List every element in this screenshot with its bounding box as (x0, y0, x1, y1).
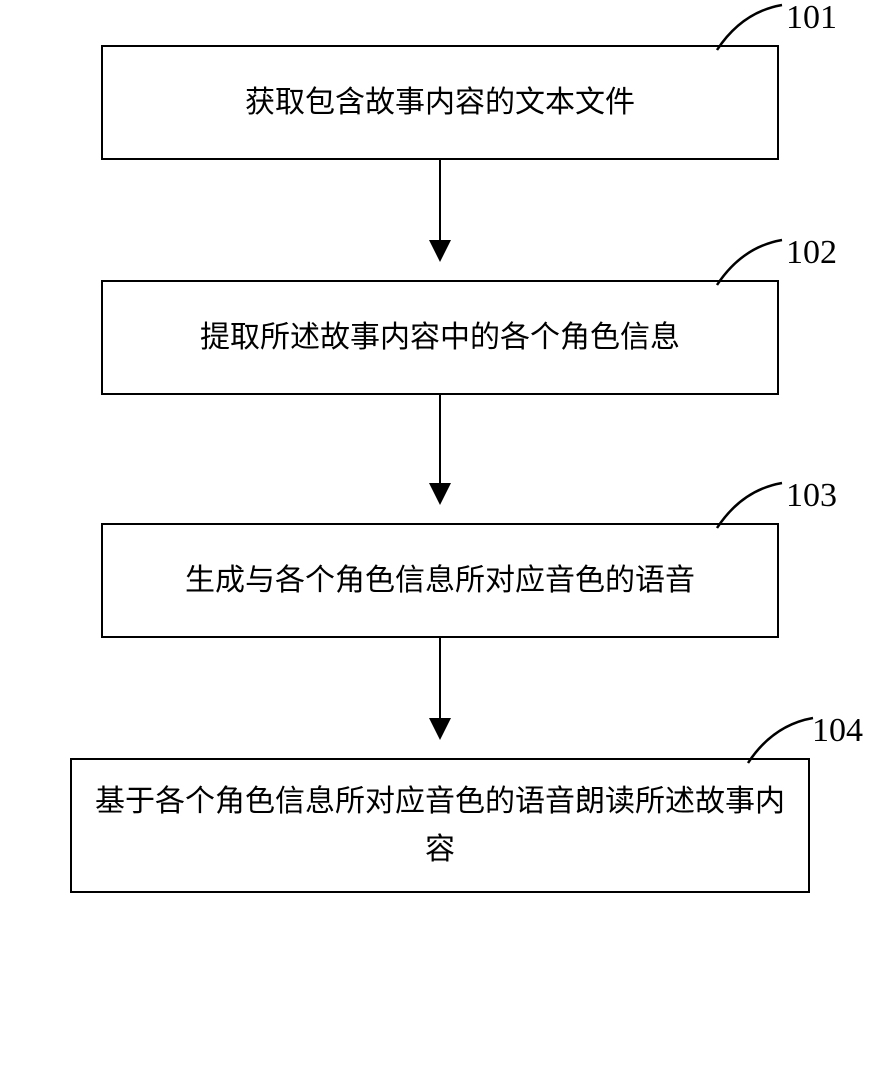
node-text-103: 生成与各个角色信息所对应音色的语音 (165, 557, 715, 605)
arrow-head (429, 240, 451, 262)
flowchart-node-102: 102 提取所述故事内容中的各个角色信息 (101, 280, 779, 395)
arrow-line (439, 638, 442, 738)
flowchart-container: 101 获取包含故事内容的文本文件 102 提取所述故事内容中的各个角色信息 1… (50, 45, 830, 893)
label-connector-103 (712, 475, 792, 530)
arrow-line (439, 395, 442, 503)
node-label-104: 104 (812, 712, 863, 750)
node-label-102: 102 (786, 234, 837, 272)
node-label-101: 101 (786, 0, 837, 37)
arrow-103-104 (50, 638, 830, 758)
label-connector-104 (743, 710, 823, 765)
arrow-head (429, 483, 451, 505)
arrow-head (429, 718, 451, 740)
node-label-103: 103 (786, 477, 837, 515)
node-text-101: 获取包含故事内容的文本文件 (225, 79, 655, 127)
label-connector-102 (712, 232, 792, 287)
flowchart-node-104: 104 基于各个角色信息所对应音色的语音朗读所述故事内容 (70, 758, 810, 893)
arrow-line (439, 160, 442, 260)
node-text-102: 提取所述故事内容中的各个角色信息 (180, 314, 700, 362)
node-text-104: 基于各个角色信息所对应音色的语音朗读所述故事内容 (72, 778, 808, 874)
label-connector-101 (712, 0, 792, 52)
flowchart-node-101: 101 获取包含故事内容的文本文件 (101, 45, 779, 160)
flowchart-node-103: 103 生成与各个角色信息所对应音色的语音 (101, 523, 779, 638)
